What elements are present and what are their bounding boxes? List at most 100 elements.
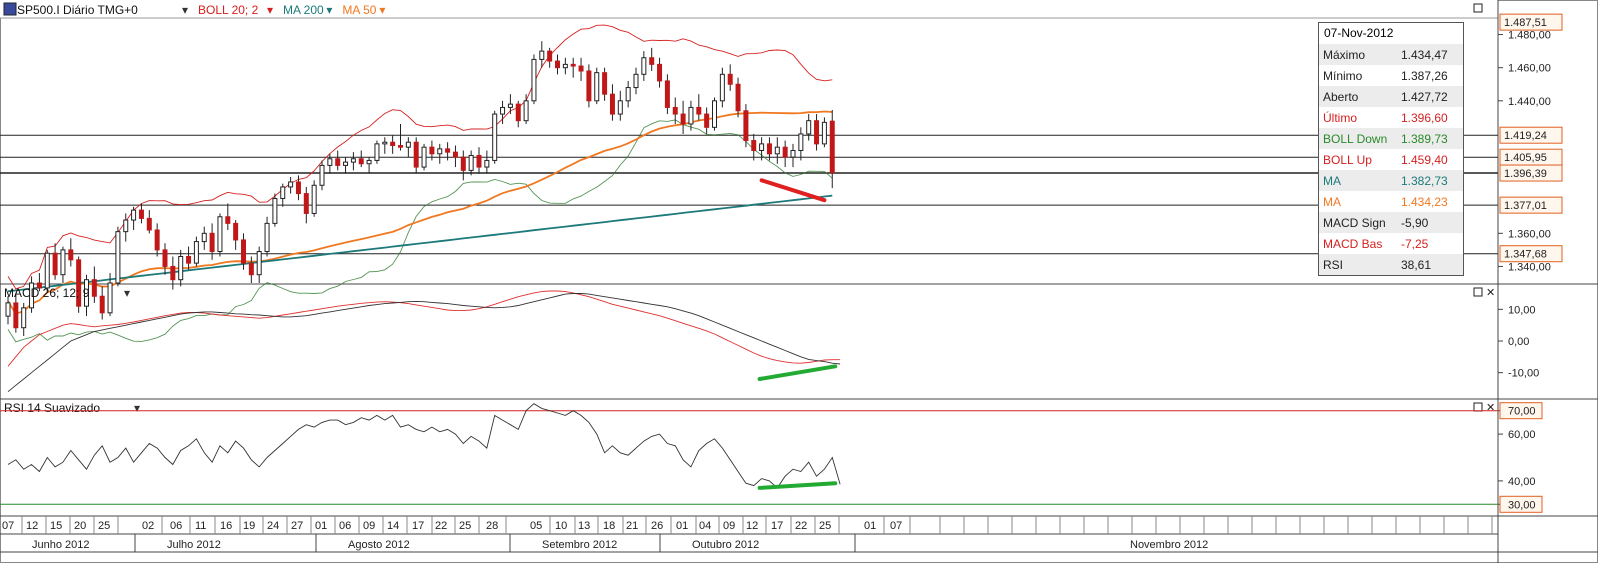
candle-body (704, 113, 710, 128)
day-tick-label: 21 (626, 520, 638, 532)
candle-body (405, 141, 411, 148)
candle-body (641, 57, 647, 75)
day-tick-label: 28 (486, 520, 498, 532)
candle-body (382, 141, 388, 145)
candle-body (248, 262, 254, 276)
candle-body (413, 141, 419, 168)
candle-body (594, 72, 600, 102)
tooltip-label: BOLL Down (1323, 131, 1388, 146)
candle-body (241, 239, 246, 264)
day-tick-label: 13 (578, 520, 590, 532)
candle-body (798, 133, 804, 151)
rsi-dropdown-icon: ▾ (134, 401, 140, 415)
tooltip-label: MA (1323, 194, 1341, 209)
candle-body (814, 120, 820, 145)
candle-body (696, 106, 702, 115)
price-tag-label: 1.405,95 (1504, 152, 1547, 164)
price-tick-label: 1.480,00 (1508, 30, 1551, 42)
candle-body (492, 113, 498, 161)
month-label: Novembro 2012 (1130, 539, 1208, 551)
candle-body (217, 216, 223, 253)
indicator-dropdown-icon: ▾ (379, 3, 385, 17)
candle-body (719, 73, 725, 102)
rsi-tick-label: 70,00 (1508, 406, 1536, 418)
candle-body (821, 121, 827, 145)
data-tooltip: 07-Nov-2012 Máximo 1.434,47 Mínimo 1.387,2… (1318, 22, 1464, 276)
tooltip-value: 38,61 (1401, 257, 1432, 272)
day-tick-label: 02 (142, 520, 154, 532)
macd-trendline[interactable] (757, 364, 838, 381)
price-tag (1499, 164, 1563, 182)
candle-body (664, 80, 670, 108)
candle-body (398, 145, 403, 148)
tooltip-label: Aberto (1323, 89, 1359, 104)
candle-body (29, 282, 35, 309)
tooltip-label: BOLL Up (1323, 152, 1372, 167)
day-tick-label: 06 (170, 520, 182, 532)
month-label: Setembro 2012 (542, 539, 617, 551)
symbol-label: SP500.I Diário TMG+0 (17, 3, 138, 17)
candle-body (445, 148, 451, 153)
tooltip-value: 1.396,60 (1401, 110, 1448, 125)
tooltip-row: MACD Bas -7,25 (1319, 233, 1463, 254)
candle-body (366, 159, 372, 165)
candle-body (233, 222, 239, 241)
chart-type-icon[interactable] (3, 2, 17, 16)
candle-body (280, 186, 286, 200)
tooltip-value: -7,25 (1401, 236, 1429, 251)
price-tag (1499, 196, 1563, 214)
maximize-icon[interactable] (1473, 3, 1483, 13)
tooltip-value: 1.427,72 (1401, 89, 1448, 104)
price-tag-label: 1.377,01 (1504, 200, 1547, 212)
tooltip-label: MA (1323, 173, 1341, 188)
tooltip-row: Máximo 1.434,47 (1319, 44, 1463, 65)
candle-body (390, 141, 396, 147)
price-tag (1499, 13, 1563, 31)
candle-body (547, 50, 553, 62)
day-tick-label: 04 (699, 520, 711, 532)
candle-body (36, 282, 42, 289)
macd-dropdown-icon: ▾ (124, 286, 130, 300)
candle-body (452, 151, 458, 158)
candle-body (154, 229, 160, 251)
candle-body (766, 143, 772, 155)
candle-body (649, 57, 655, 65)
month-label: Junho 2012 (32, 539, 90, 551)
tooltip-row: Aberto 1.427,72 (1319, 86, 1463, 107)
indicator-label: MA 50 (342, 3, 376, 17)
day-tick-label: 16 (220, 520, 232, 532)
candle-body (421, 146, 427, 168)
candle-body (633, 73, 639, 89)
day-tick-label: 27 (291, 520, 303, 532)
rsi-trendline[interactable] (757, 481, 838, 490)
tooltip-value: 1.389,73 (1401, 131, 1448, 146)
tooltip-label: MACD Sign (1323, 215, 1386, 230)
candle-body (743, 110, 749, 142)
candle-body (107, 282, 113, 314)
candle-body (60, 249, 66, 276)
day-tick-label: 09 (363, 520, 375, 532)
candle-body (476, 154, 482, 168)
price-trendline[interactable] (759, 178, 827, 203)
candle-body (774, 146, 780, 155)
candle-body (186, 256, 192, 264)
price-tag-label: 1.487,51 (1504, 17, 1547, 29)
candle-body (531, 58, 537, 102)
tooltip-date: 07-Nov-2012 (1324, 26, 1394, 40)
indicator-dropdown-icon: ▾ (326, 3, 332, 17)
tooltip-label: Máximo (1323, 47, 1366, 62)
candle-body (123, 219, 129, 233)
close-icon: ✕ (1486, 402, 1495, 414)
candle-body (555, 60, 560, 69)
candle-body (515, 103, 521, 122)
month-label: Agosto 2012 (348, 539, 410, 551)
day-tick-label: 15 (50, 520, 62, 532)
candle-body (201, 232, 207, 243)
maximize-icon[interactable] (1473, 287, 1483, 297)
day-tick-label: 25 (819, 520, 831, 532)
indicator-dropdown-icon: ▾ (267, 3, 273, 17)
candle-body (5, 302, 11, 317)
tooltip-value: 1.434,23 (1401, 194, 1448, 209)
header-bar (0, 0, 1498, 18)
